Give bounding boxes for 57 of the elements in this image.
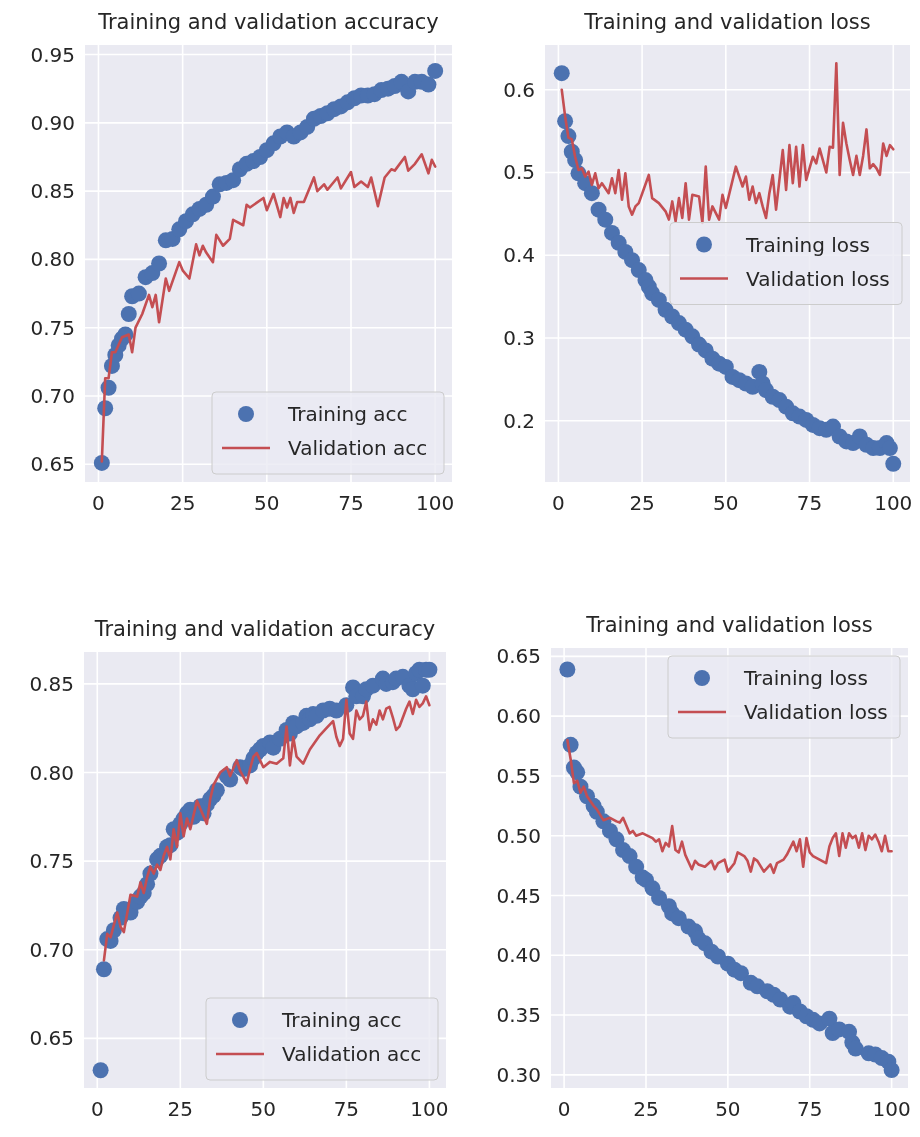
x-tick-label: 25 [169, 491, 196, 515]
legend-label: Training loss [745, 232, 870, 257]
y-tick-label: 0.65 [29, 1026, 74, 1051]
x-tick-label: 100 [872, 1097, 911, 1121]
x-tick-label: 25 [167, 1097, 194, 1121]
legend-label: Training acc [281, 1008, 402, 1032]
y-tick-label: 0.95 [30, 42, 75, 67]
x-tick-label: 75 [333, 1097, 360, 1121]
y-tick-label: 0.85 [29, 671, 74, 696]
chart-title: Training and validation loss [583, 10, 871, 34]
x-tick-label: 0 [90, 1097, 104, 1121]
x-tick-label: 75 [796, 491, 823, 515]
y-tick-label: 0.65 [30, 452, 75, 477]
x-tick-label: 75 [338, 491, 364, 515]
legend-label: Validation acc [282, 1042, 422, 1066]
y-tick-label: 0.60 [496, 704, 541, 729]
y-tick-label: 0.3 [503, 325, 535, 350]
y-tick-label: 0.55 [496, 763, 541, 788]
y-tick-label: 0.50 [496, 823, 541, 848]
y-tick-label: 0.35 [496, 1003, 541, 1028]
y-tick-label: 0.75 [30, 315, 75, 340]
x-tick-label: 25 [633, 1097, 659, 1121]
y-tick-label: 0.6 [503, 77, 535, 102]
x-tick-label: 25 [629, 491, 655, 515]
y-tick-label: 0.85 [30, 179, 75, 204]
chart-title: Training and validation loss [585, 613, 873, 637]
x-tick-label: 50 [250, 1097, 277, 1121]
y-tick-label: 0.45 [496, 883, 541, 908]
y-tick-label: 0.65 [496, 644, 541, 669]
legend-label: Training loss [743, 666, 868, 690]
y-tick-label: 0.70 [29, 937, 74, 962]
x-tick-label: 0 [92, 491, 105, 515]
x-tick-label: 75 [797, 1097, 823, 1121]
chart-title: Training and validation accuracy [93, 617, 436, 641]
x-tick-label: 100 [416, 491, 455, 515]
y-tick-label: 0.4 [503, 243, 535, 268]
x-tick-label: 50 [254, 491, 280, 515]
y-tick-label: 0.5 [503, 160, 535, 185]
y-tick-label: 0.75 [29, 849, 74, 874]
y-tick-label: 0.80 [30, 247, 75, 272]
legend-label: Training acc [287, 402, 408, 426]
x-tick-label: 100 [410, 1097, 449, 1121]
y-tick-label: 0.70 [30, 383, 75, 408]
x-tick-label: 0 [557, 1097, 571, 1121]
legend-label: Validation loss [746, 266, 890, 291]
y-tick-label: 0.40 [496, 943, 541, 968]
legend-label: Validation loss [744, 700, 888, 724]
x-tick-label: 50 [713, 491, 739, 515]
y-tick-label: 0.90 [30, 110, 75, 135]
x-tick-label: 0 [552, 491, 565, 515]
y-tick-label: 0.80 [29, 760, 74, 785]
x-tick-label: 50 [715, 1097, 741, 1121]
y-tick-label: 0.30 [496, 1062, 541, 1087]
chart-title: Training and validation accuracy [97, 10, 439, 34]
x-tick-label: 100 [874, 491, 913, 515]
y-tick-label: 0.2 [503, 408, 535, 433]
legend-label: Validation acc [288, 436, 428, 460]
